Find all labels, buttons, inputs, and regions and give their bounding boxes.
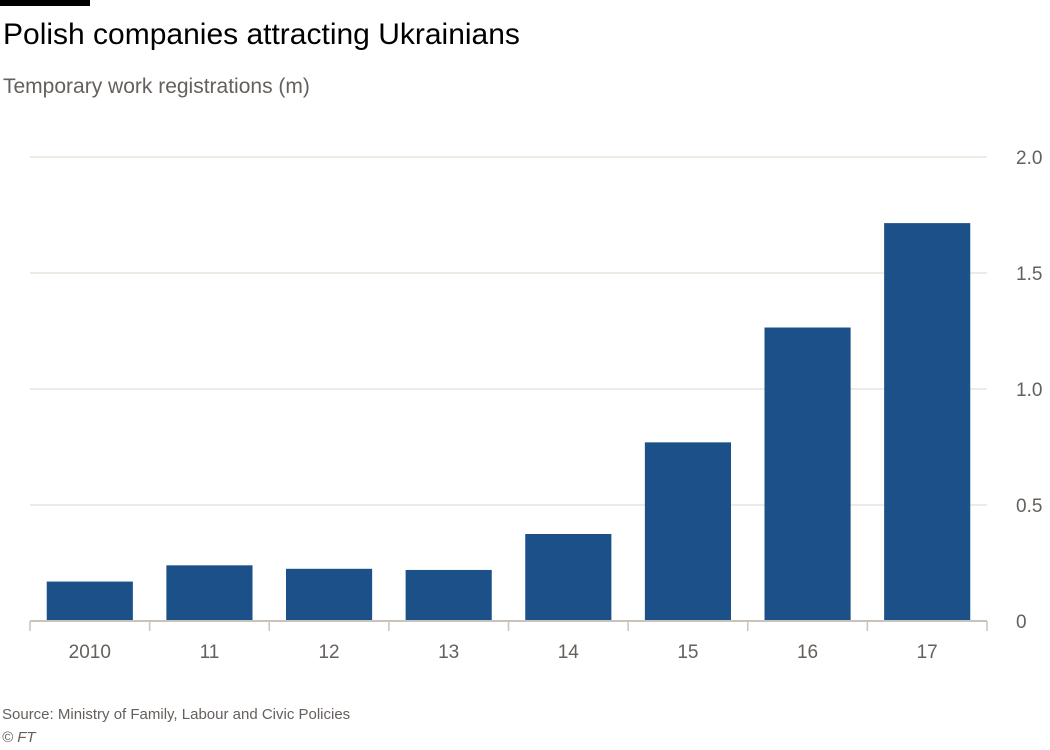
x-tick-label: 16 (797, 642, 818, 663)
x-tick-label: 13 (438, 642, 459, 663)
bar-chart: 0 0.5 1.0 1.5 2.0 2010 11 12 13 14 15 16 17 (29, 148, 1042, 663)
bar-2010 (46, 581, 133, 621)
bar-16 (764, 327, 851, 621)
x-tick-label: 17 (917, 642, 938, 663)
bar-12 (285, 568, 373, 621)
x-tick-label: 12 (318, 642, 339, 663)
brand-accent-bar (0, 0, 90, 6)
bar-17 (884, 223, 971, 621)
x-tick-label: 15 (677, 642, 698, 663)
x-tick-label: 14 (558, 642, 580, 663)
chart-subtitle: Temporary work registrations (m) (3, 75, 310, 98)
source-note: Source: Ministry of Family, Labour and C… (2, 706, 351, 723)
chart-title: Polish companies attracting Ukrainians (3, 18, 520, 51)
y-tick-label: 2.0 (1016, 148, 1042, 169)
bar-15 (644, 442, 732, 621)
bar-13 (405, 569, 492, 621)
copyright-credit: © FT (2, 729, 36, 746)
x-tick-label: 2010 (69, 642, 111, 663)
bar-11 (166, 565, 253, 621)
y-tick-label: 1.5 (1016, 264, 1042, 285)
y-tick-label: 1.0 (1016, 380, 1042, 401)
bar-14 (525, 534, 612, 621)
x-tick-label: 11 (200, 642, 220, 663)
y-tick-label: 0 (1016, 612, 1027, 633)
y-tick-label: 0.5 (1016, 496, 1042, 517)
